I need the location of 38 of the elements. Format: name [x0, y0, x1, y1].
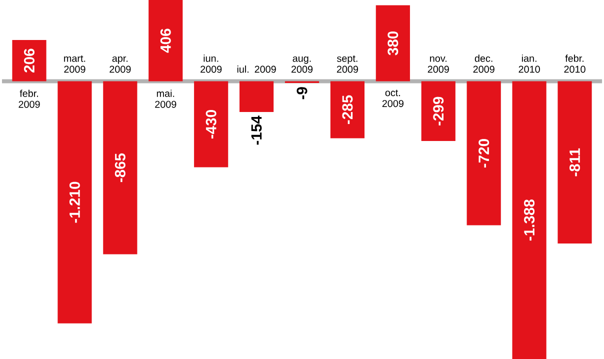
- data-label: -720: [478, 139, 490, 168]
- data-label: 406: [160, 28, 171, 53]
- data-label: -865: [114, 153, 126, 182]
- x-tick-label: dec. 2009: [473, 54, 494, 73]
- x-tick-label: apr. 2009: [110, 56, 131, 73]
- data-label: -1.388: [524, 200, 535, 241]
- bar: [194, 81, 228, 168]
- data-label: -811: [569, 148, 580, 176]
- data-label: -299: [433, 96, 444, 126]
- x-tick-label: mart. 2009: [64, 55, 86, 73]
- bar: [12, 40, 46, 82]
- data-label: -1.210: [69, 182, 80, 223]
- x-tick-label: oct. 2009: [382, 90, 404, 108]
- bar: [148, 0, 183, 82]
- data-label: -154: [251, 116, 262, 145]
- data-label: -285: [342, 95, 353, 124]
- bar: [421, 81, 456, 142]
- bar: [512, 81, 546, 359]
- x-tick-label: ian. 2010: [518, 54, 540, 73]
- x-tick-label: iun. 2009: [200, 54, 222, 73]
- x-tick-label: nov. 2009: [428, 56, 449, 73]
- x-tick-label: sept. 2009: [336, 55, 358, 73]
- x-tick-label: aug. 2009: [291, 56, 313, 73]
- x-tick-label: febr. 2010: [564, 54, 586, 73]
- x-tick-label: mai. 2009: [155, 90, 176, 108]
- x-tick-label: iul. 2009: [237, 66, 276, 73]
- data-label: 380: [388, 31, 398, 56]
- data-label: 206: [24, 48, 35, 73]
- bar: [330, 81, 365, 138]
- bar: [376, 5, 410, 82]
- data-label: -9: [296, 87, 308, 100]
- x-tick-label: febr. 2009: [18, 90, 40, 108]
- data-label: -430: [206, 110, 216, 139]
- bar: [58, 81, 92, 324]
- bar: [466, 81, 501, 226]
- bar: [103, 81, 138, 254]
- bar: [240, 81, 274, 112]
- bar: [558, 81, 592, 244]
